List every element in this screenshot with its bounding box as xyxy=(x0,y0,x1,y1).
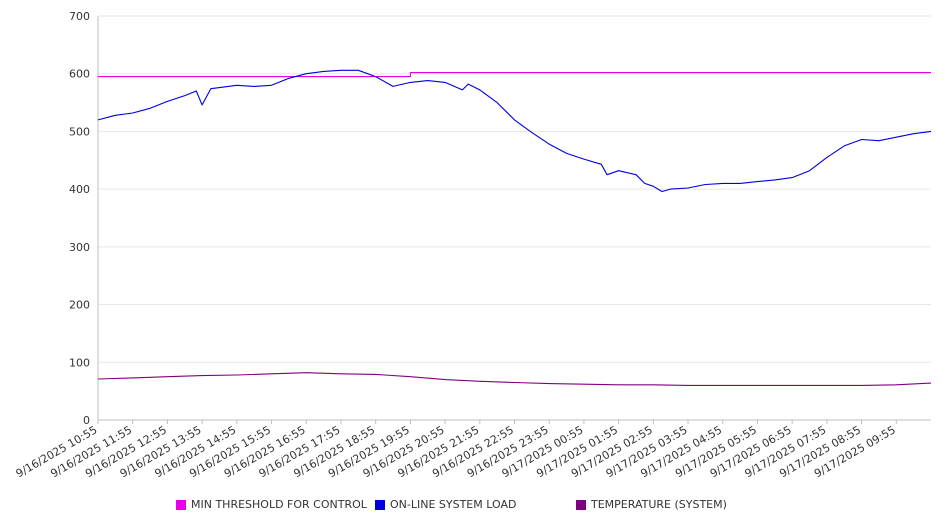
y-tick-label: 0 xyxy=(83,414,90,427)
legend-item-temperature[interactable]: TEMPERATURE (SYSTEM) xyxy=(576,498,727,511)
y-tick-label: 200 xyxy=(69,299,90,312)
legend-item-system-load[interactable]: ON-LINE SYSTEM LOAD xyxy=(375,498,516,511)
series-line-min-threshold xyxy=(98,72,931,78)
legend-label-system-load: ON-LINE SYSTEM LOAD xyxy=(390,498,517,511)
series-line-system-load xyxy=(97,69,932,193)
y-tick-label: 100 xyxy=(69,356,90,369)
legend-swatch-min-threshold xyxy=(176,499,186,510)
legend-swatch-temperature xyxy=(576,499,586,510)
legend-item-min-threshold[interactable]: MIN THRESHOLD FOR CONTROL xyxy=(176,498,367,511)
chart-legend: MIN THRESHOLD FOR CONTROL ON-LINE SYSTEM… xyxy=(0,498,946,518)
y-tick-label: 700 xyxy=(69,10,90,23)
legend-label-temperature: TEMPERATURE (SYSTEM) xyxy=(591,498,727,511)
legend-swatch-system-load xyxy=(375,499,385,510)
y-tick-label: 500 xyxy=(69,125,90,138)
y-tick-label: 300 xyxy=(69,241,90,254)
y-tick-label: 400 xyxy=(69,183,90,196)
series-line-temperature xyxy=(97,372,932,386)
legend-label-min-threshold: MIN THRESHOLD FOR CONTROL xyxy=(191,498,367,511)
y-tick-label: 600 xyxy=(69,68,90,81)
